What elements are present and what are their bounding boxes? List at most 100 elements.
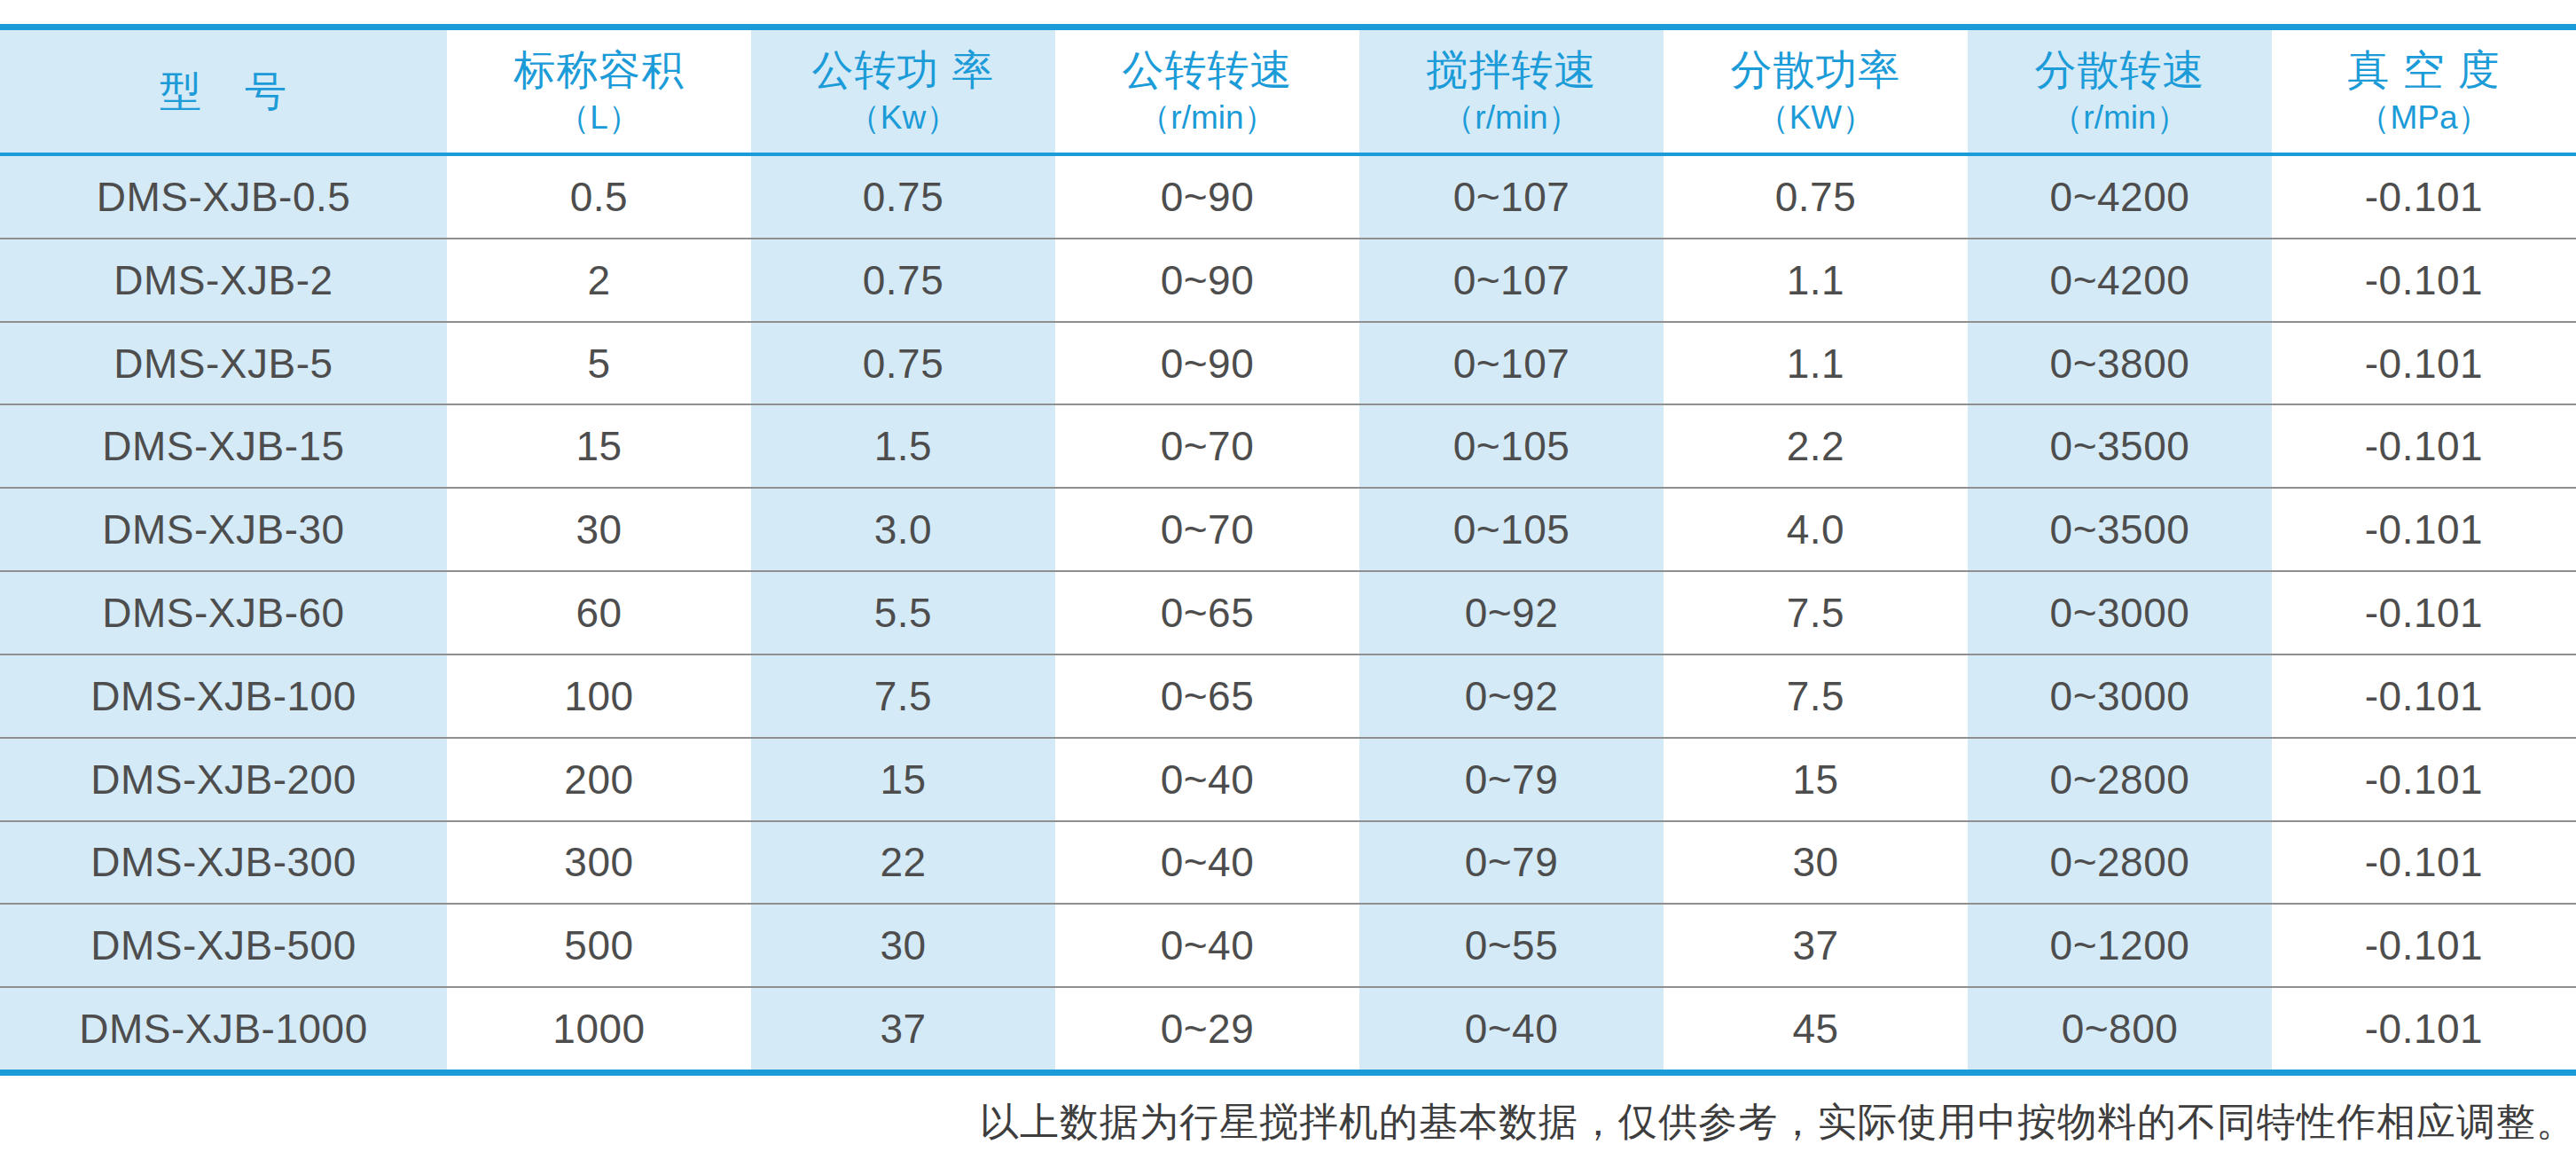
column-header-title: 公转转速 [1122,46,1292,94]
column-header-stirring-speed: 搅拌转速 （r/min） [1359,30,1664,153]
column-header-model: 型 号 [0,30,447,153]
value-cell: 0~55 [1359,905,1664,986]
table-row: DMS-XJB-0.50.50.750~900~1070.750~4200-0.… [0,156,2576,238]
value-cell: 0~40 [1359,988,1664,1070]
value-cell: 0~29 [1055,988,1359,1070]
model-cell: DMS-XJB-60 [0,572,447,654]
model-cell: DMS-XJB-500 [0,905,447,986]
column-header-revolution-power: 公转功 率 （Kw） [751,30,1055,153]
value-cell: 0~800 [1968,988,2272,1070]
table-row: DMS-XJB-30303.00~700~1054.00~3500-0.101 [0,487,2576,570]
value-cell: 30 [751,905,1055,986]
column-header-unit: （KW） [1757,100,1875,137]
value-cell: -0.101 [2272,905,2576,986]
value-cell: 1.1 [1664,239,1968,321]
value-cell: 0~92 [1359,572,1664,654]
value-cell: 1.1 [1664,323,1968,404]
value-cell: 0.75 [751,156,1055,238]
model-cell: DMS-XJB-100 [0,655,447,737]
value-cell: -0.101 [2272,655,2576,737]
value-cell: 15 [751,739,1055,820]
value-cell: 45 [1664,988,1968,1070]
value-cell: 37 [1664,905,1968,986]
model-cell: DMS-XJB-200 [0,739,447,820]
spec-sheet-page: 型 号 标称容积 （L） 公转功 率 （Kw） 公转转速 （r/min） 搅拌转… [0,0,2576,1152]
value-cell: 15 [1664,739,1968,820]
value-cell: -0.101 [2272,489,2576,570]
model-cell: DMS-XJB-300 [0,822,447,904]
column-header-unit: （MPa） [2357,100,2490,137]
value-cell: 15 [447,405,751,487]
table-bottom-border [0,1070,2576,1076]
value-cell: 0~107 [1359,323,1664,404]
value-cell: 0~105 [1359,489,1664,570]
column-header-unit: （r/min） [2050,100,2188,137]
column-header-title: 分散功率 [1730,46,1900,94]
column-header-unit: （r/min） [1138,100,1276,137]
value-cell: 0~2800 [1968,822,2272,904]
column-header-unit: （r/min） [1442,100,1580,137]
column-header-title: 真 空 度 [2347,46,2500,94]
column-header-nominal-capacity: 标称容积 （L） [447,30,751,153]
table-header-row: 型 号 标称容积 （L） 公转功 率 （Kw） 公转转速 （r/min） 搅拌转… [0,30,2576,156]
value-cell: 0~92 [1359,655,1664,737]
value-cell: 0.75 [1664,156,1968,238]
table-row: DMS-XJB-15151.50~700~1052.20~3500-0.101 [0,404,2576,487]
value-cell: 7.5 [1664,572,1968,654]
value-cell: 0~3500 [1968,489,2272,570]
value-cell: 5 [447,323,751,404]
table-row: DMS-XJB-300300220~400~79300~2800-0.101 [0,820,2576,904]
table-row: DMS-XJB-220.750~900~1071.10~4200-0.101 [0,238,2576,321]
value-cell: 0~65 [1055,655,1359,737]
value-cell: 60 [447,572,751,654]
column-header-dispersion-speed: 分散转速 （r/min） [1968,30,2272,153]
value-cell: 0~90 [1055,156,1359,238]
value-cell: 0~1200 [1968,905,2272,986]
value-cell: 2.2 [1664,405,1968,487]
column-header-title: 公转功 率 [811,46,994,94]
table-row: DMS-XJB-10001000370~290~40450~800-0.101 [0,986,2576,1070]
value-cell: 4.0 [1664,489,1968,570]
column-header-title: 型 号 [160,67,287,115]
column-header-title: 标称容积 [513,46,684,94]
value-cell: 1.5 [751,405,1055,487]
value-cell: 30 [1664,822,1968,904]
value-cell: 0~40 [1055,905,1359,986]
value-cell: 0~107 [1359,156,1664,238]
value-cell: 100 [447,655,751,737]
column-header-dispersion-power: 分散功率 （KW） [1664,30,1968,153]
value-cell: 0~3500 [1968,405,2272,487]
value-cell: 7.5 [751,655,1055,737]
value-cell: 0~4200 [1968,156,2272,238]
footer-note: 以上数据为行星搅拌机的基本数据，仅供参考，实际使用中按物料的不同特性作相应调整。 [0,1076,2576,1152]
table-row: DMS-XJB-200200150~400~79150~2800-0.101 [0,737,2576,820]
model-cell: DMS-XJB-1000 [0,988,447,1070]
value-cell: -0.101 [2272,739,2576,820]
table-row: DMS-XJB-500500300~400~55370~1200-0.101 [0,903,2576,986]
value-cell: 0~2800 [1968,739,2272,820]
table-top-border [0,24,2576,30]
value-cell: 2 [447,239,751,321]
value-cell: 0.75 [751,323,1055,404]
value-cell: -0.101 [2272,988,2576,1070]
value-cell: 0~4200 [1968,239,2272,321]
value-cell: -0.101 [2272,156,2576,238]
value-cell: 0.75 [751,239,1055,321]
value-cell: 0~79 [1359,739,1664,820]
model-cell: DMS-XJB-15 [0,405,447,487]
value-cell: 0~40 [1055,822,1359,904]
column-header-unit: （L） [557,100,641,137]
model-cell: DMS-XJB-5 [0,323,447,404]
column-header-revolution-speed: 公转转速 （r/min） [1055,30,1359,153]
value-cell: 0~3800 [1968,323,2272,404]
value-cell: 7.5 [1664,655,1968,737]
value-cell: -0.101 [2272,323,2576,404]
value-cell: -0.101 [2272,572,2576,654]
value-cell: 0~107 [1359,239,1664,321]
table-row: DMS-XJB-1001007.50~650~927.50~3000-0.101 [0,654,2576,737]
value-cell: 0~3000 [1968,572,2272,654]
value-cell: 30 [447,489,751,570]
column-header-unit: （Kw） [848,100,959,137]
value-cell: 3.0 [751,489,1055,570]
column-header-title: 搅拌转速 [1426,46,1596,94]
